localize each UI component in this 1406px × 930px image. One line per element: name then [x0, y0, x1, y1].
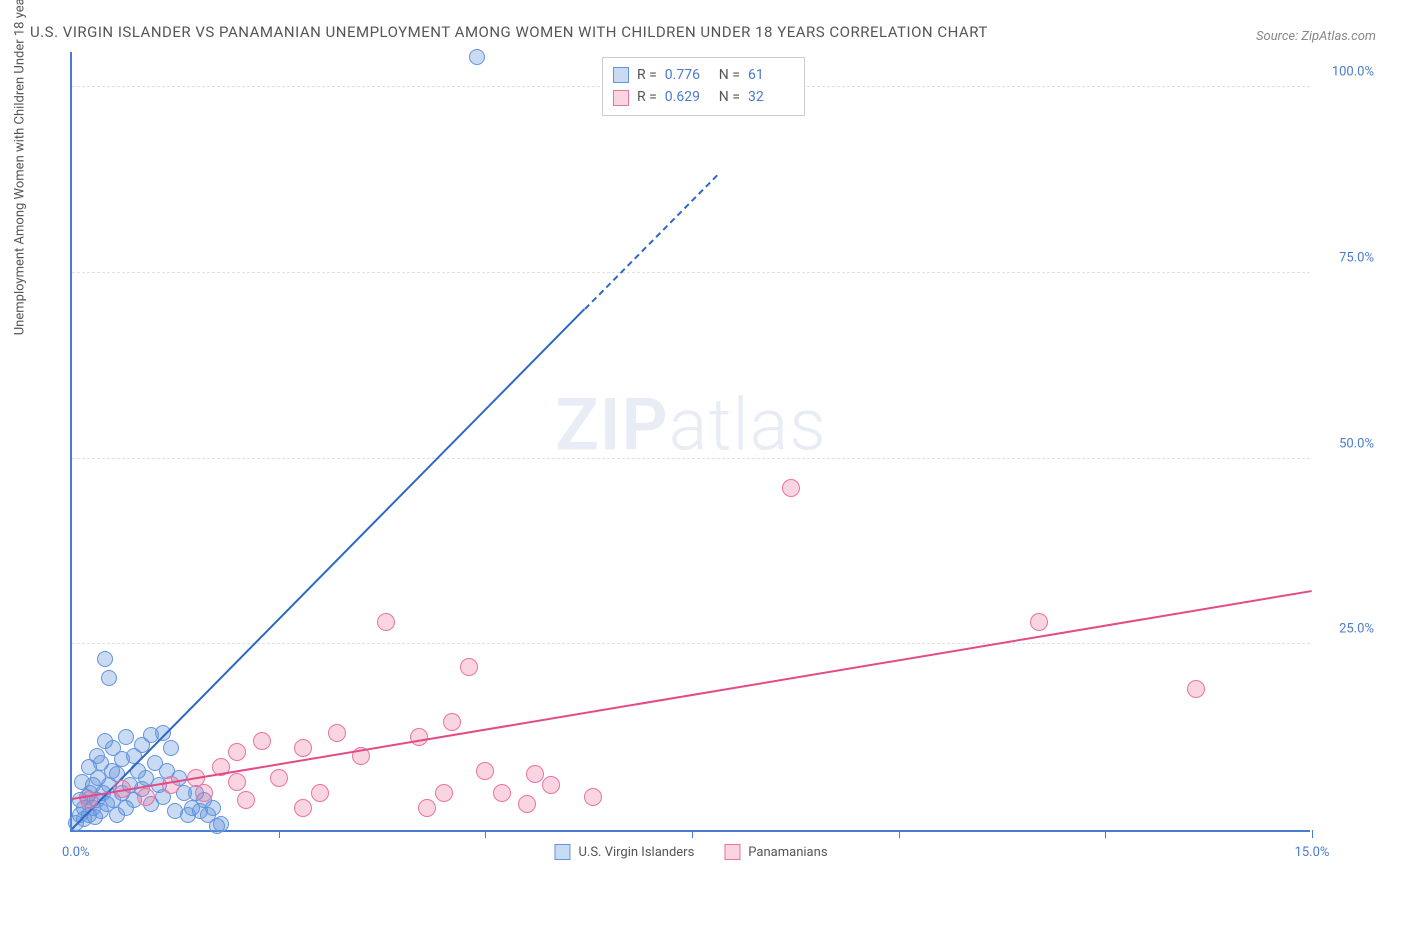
stat-n-value: 61	[748, 64, 794, 86]
data-point	[493, 784, 511, 802]
y-tick-label: 75.0%	[1318, 250, 1374, 265]
y-axis-label: Unemployment Among Women with Children U…	[13, 0, 28, 335]
x-tick	[1312, 830, 1313, 838]
legend-label: U.S. Virgin Islanders	[578, 845, 694, 860]
watermark: ZIPatlas	[555, 383, 827, 468]
data-point	[270, 769, 288, 787]
data-point	[228, 773, 246, 791]
gridline	[72, 458, 1310, 459]
chart-header: U.S. VIRGIN ISLANDER VS PANAMANIAN UNEMP…	[30, 20, 1376, 44]
data-point	[782, 479, 800, 497]
data-point	[253, 732, 271, 750]
gridline	[72, 272, 1310, 273]
data-point	[213, 816, 229, 832]
legend: U.S. Virgin Islanders Panamanians	[554, 844, 827, 860]
data-point	[443, 713, 461, 731]
regression-line	[72, 590, 1312, 800]
origin-label: 0.0%	[62, 845, 90, 860]
data-point	[476, 762, 494, 780]
legend-swatch	[613, 67, 629, 83]
data-point	[1187, 680, 1205, 698]
data-point	[163, 740, 179, 756]
x-tick	[279, 830, 280, 838]
data-point	[328, 724, 346, 742]
data-point	[97, 651, 113, 667]
scatter-plot: ZIPatlas 25.0%50.0%75.0%100.0%15.0%0.0%R…	[70, 52, 1310, 832]
stat-r-label: R =	[637, 64, 657, 86]
data-point	[311, 784, 329, 802]
data-point	[460, 658, 478, 676]
y-tick-label: 50.0%	[1318, 436, 1374, 451]
data-point	[526, 765, 544, 783]
legend-swatch	[554, 844, 570, 860]
chart-source: Source: ZipAtlas.com	[1256, 29, 1376, 44]
data-point	[294, 799, 312, 817]
data-point	[205, 800, 221, 816]
data-point	[228, 743, 246, 761]
x-tick	[1105, 830, 1106, 838]
data-point	[294, 739, 312, 757]
legend-item: U.S. Virgin Islanders	[554, 844, 694, 860]
data-point	[435, 784, 453, 802]
chart-title: U.S. VIRGIN ISLANDER VS PANAMANIAN UNEMP…	[30, 20, 988, 44]
regression-line	[71, 308, 585, 829]
gridline	[72, 643, 1310, 644]
data-point	[237, 791, 255, 809]
stats-box: R = 0.776 N = 61 R = 0.629 N = 32	[602, 57, 805, 116]
stat-n-label: N =	[719, 64, 740, 86]
x-tick	[899, 830, 900, 838]
chart-container: Unemployment Among Women with Children U…	[30, 52, 1376, 882]
regression-line-dashed	[584, 175, 718, 310]
stat-r-value: 0.776	[665, 64, 711, 86]
x-tick	[692, 830, 693, 838]
data-point	[584, 788, 602, 806]
data-point	[137, 788, 155, 806]
stat-r-label: R =	[637, 86, 657, 108]
x-tick	[485, 830, 486, 838]
data-point	[118, 729, 134, 745]
data-point	[1030, 613, 1048, 631]
stats-row: R = 0.629 N = 32	[613, 86, 794, 108]
data-point	[469, 49, 485, 65]
data-point	[377, 613, 395, 631]
stat-n-label: N =	[719, 86, 740, 108]
data-point	[195, 784, 213, 802]
stat-n-value: 32	[748, 86, 794, 108]
y-tick-label: 100.0%	[1318, 65, 1374, 80]
data-point	[542, 776, 560, 794]
legend-swatch	[613, 90, 629, 106]
stat-r-value: 0.629	[665, 86, 711, 108]
legend-label: Panamanians	[748, 845, 827, 860]
data-point	[418, 799, 436, 817]
stats-row: R = 0.776 N = 61	[613, 64, 794, 86]
legend-item: Panamanians	[724, 844, 827, 860]
legend-swatch	[724, 844, 740, 860]
data-point	[101, 670, 117, 686]
x-tick-label: 15.0%	[1295, 845, 1330, 860]
y-tick-label: 25.0%	[1318, 622, 1374, 637]
data-point	[518, 795, 536, 813]
data-point	[410, 728, 428, 746]
